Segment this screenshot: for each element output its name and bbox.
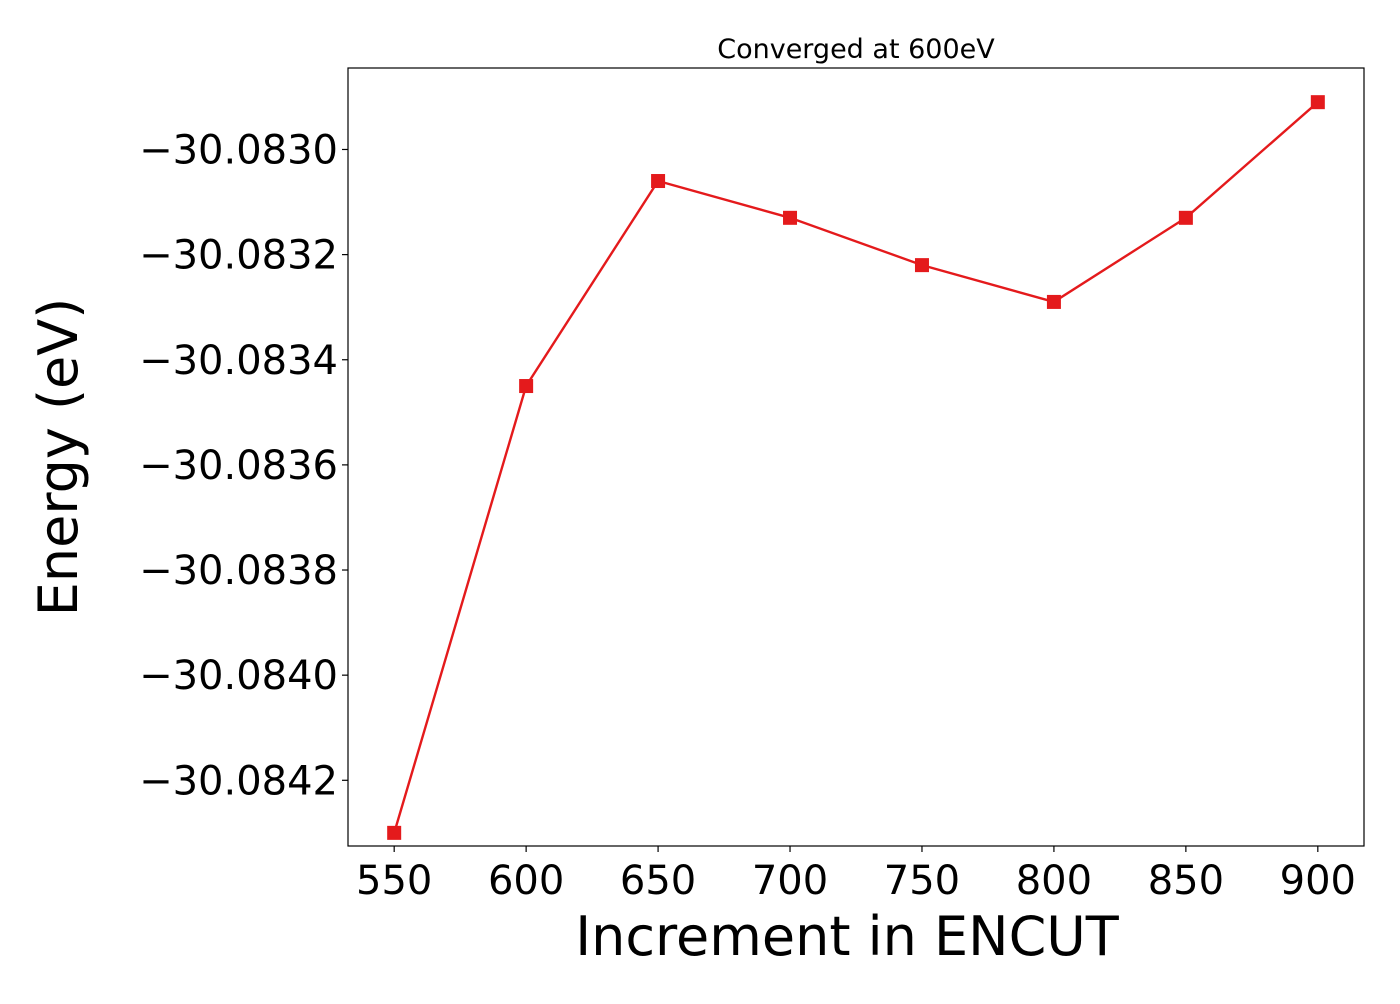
y-tick-label: −30.0838 [139,548,338,594]
y-axis-label: Energy (eV) [27,298,90,617]
data-point-marker [783,210,798,225]
data-point-marker [519,379,534,394]
x-tick-label: 650 [620,858,696,904]
x-tick-label: 700 [752,858,828,904]
x-tick-label: 600 [488,858,564,904]
x-tick-label: 750 [884,858,960,904]
y-tick-label: −30.0840 [139,653,338,699]
series-line [393,101,1319,834]
data-point-marker [914,258,929,273]
data-point-marker [1046,294,1061,309]
data-point-marker [1178,210,1193,225]
x-axis-label: Increment in ENCUT [575,905,1120,968]
series-group [387,95,1325,840]
x-tick-label: 850 [1148,858,1224,904]
plot-area-frame [347,67,1365,847]
y-tick-label: −30.0842 [139,758,338,804]
x-tick-label: 900 [1280,858,1356,904]
data-point-marker [651,174,666,189]
y-tick-label: −30.0830 [139,127,338,173]
x-tick-label: 800 [1016,858,1092,904]
data-point-marker [1310,95,1325,110]
y-tick-label: −30.0834 [139,338,338,384]
data-point-marker [387,825,402,840]
y-axis: −30.0830 −30.0832 −30.0834 −30.0836 −30.0838… [139,127,348,804]
x-axis: 550 600 650 700 750 800 850 900 [356,846,1356,904]
chart-title: Converged at 600eV [717,34,995,65]
y-tick-label: −30.0836 [139,443,338,489]
y-tick-label: −30.0832 [139,233,338,279]
x-tick-label: 550 [356,858,432,904]
